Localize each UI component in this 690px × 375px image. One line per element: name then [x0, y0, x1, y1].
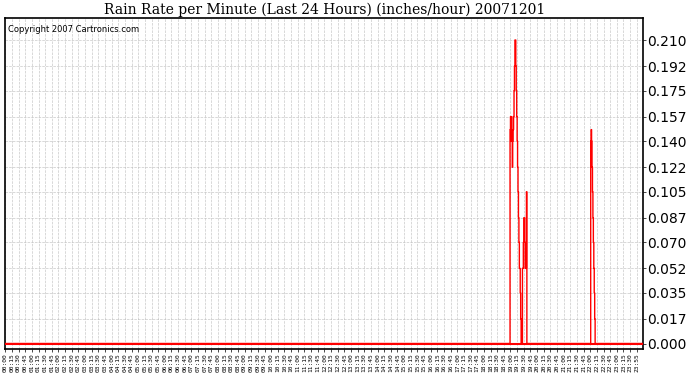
Text: Copyright 2007 Cartronics.com: Copyright 2007 Cartronics.com: [8, 25, 139, 34]
Title: Rain Rate per Minute (Last 24 Hours) (inches/hour) 20071201: Rain Rate per Minute (Last 24 Hours) (in…: [104, 3, 545, 17]
